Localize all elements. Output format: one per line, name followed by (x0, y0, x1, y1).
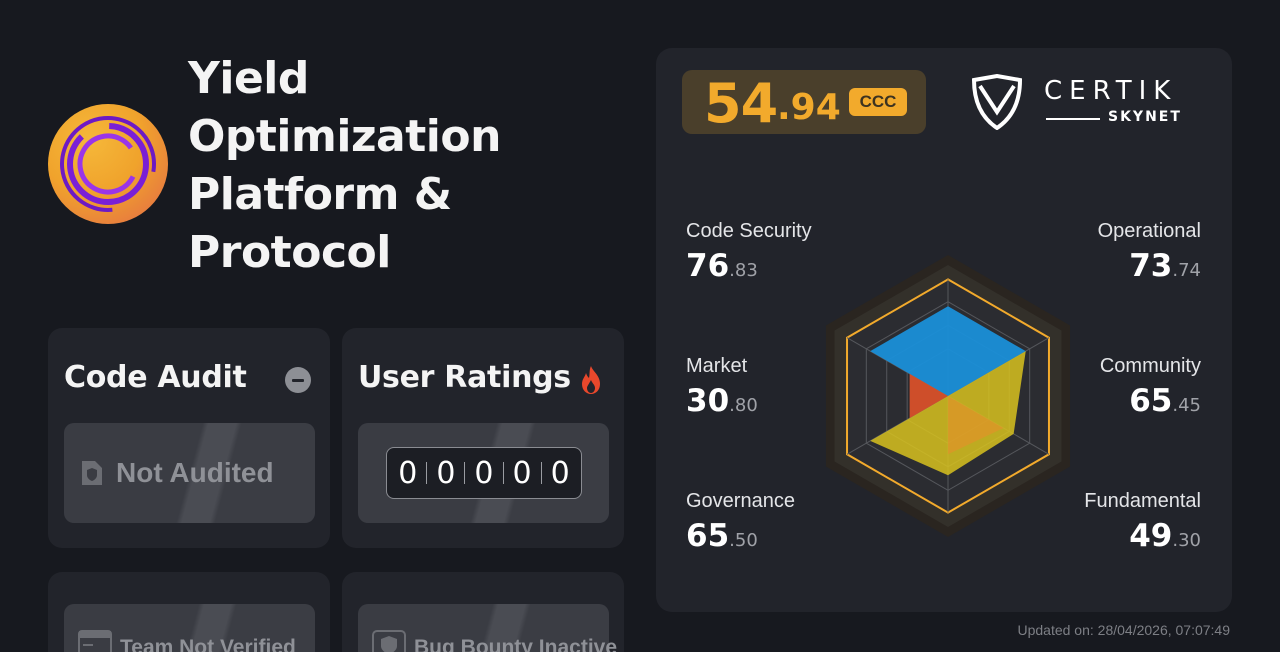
ratings-panel: 0 0 0 0 0 (358, 423, 609, 523)
radar-area-overlap (948, 396, 1004, 455)
bounty-card: Bug Bounty Inactive (342, 572, 624, 652)
swirl-icon (60, 116, 156, 212)
certik-shield-icon (971, 74, 1023, 130)
fire-icon (582, 366, 600, 394)
metric-value-code-security: 76.83 (686, 248, 758, 284)
team-card: Team Not Verified (48, 572, 330, 652)
metric-label-market: Market (686, 355, 748, 377)
updated-timestamp: Updated on: 28/04/2026, 07:07:49 (1017, 622, 1230, 638)
document-shield-icon (82, 461, 102, 485)
user-ratings-title: User Ratings (358, 360, 571, 395)
project-title-line: Optimization (188, 111, 501, 162)
project-title-line: Yield (188, 53, 309, 104)
metric-dec: .83 (729, 260, 758, 281)
counter-divider (540, 462, 542, 484)
metric-label-fundamental: Fundamental (1084, 490, 1201, 512)
counter-digit: 0 (436, 455, 456, 491)
score-radar-chart (825, 255, 1071, 537)
metric-int: 76 (686, 248, 730, 284)
brand-divider (1046, 118, 1100, 120)
project-title-line: Platform & (188, 169, 452, 220)
security-score-badge: 54 .94 CCC (682, 70, 926, 135)
radar-axis-line (947, 337, 1050, 397)
metric-int: 65 (1129, 383, 1173, 419)
grade-badge: CCC (849, 88, 907, 116)
metric-int: 49 (1129, 518, 1173, 554)
shield-lock-icon (372, 630, 406, 652)
metric-label-community: Community (1099, 355, 1201, 377)
bounty-status-panel: Bug Bounty Inactive (358, 604, 617, 652)
metric-dec: .80 (729, 395, 758, 416)
ratings-counter: 0 0 0 0 0 (386, 447, 582, 499)
audit-status-panel: Not Audited (64, 423, 315, 523)
metric-label-governance: Governance (686, 490, 795, 512)
project-title-line: Protocol (188, 227, 391, 278)
counter-digit: 0 (512, 455, 532, 491)
radar-axis-line (846, 337, 949, 397)
project-logo (48, 104, 168, 224)
score-decimal: .94 (777, 87, 841, 128)
metric-int: 65 (686, 518, 730, 554)
metric-label-operational: Operational (1097, 220, 1201, 242)
security-score-panel: 54 .94 CCC CERTIK SKYNET Code Security 7… (656, 48, 1232, 612)
code-audit-card: Code Audit Not Audited (48, 328, 330, 548)
team-status-text: Team Not Verified (120, 636, 296, 652)
metric-int: 30 (686, 383, 730, 419)
radar-area-security (870, 306, 1026, 396)
minus-circle-icon[interactable] (285, 367, 311, 393)
code-audit-title: Code Audit (64, 360, 247, 395)
project-title: Yield Optimization Platform & Protocol (188, 50, 608, 282)
metric-dec: .74 (1172, 260, 1201, 281)
counter-divider (502, 462, 504, 484)
counter-divider (464, 462, 466, 484)
audit-status-text: Not Audited (116, 457, 274, 488)
metric-dec: .45 (1172, 395, 1201, 416)
team-status-panel: Team Not Verified (64, 604, 315, 652)
id-card-icon (78, 630, 112, 652)
metric-int: 73 (1129, 248, 1173, 284)
brand-name: CERTIK (1044, 76, 1178, 106)
metric-value-governance: 65.50 (686, 518, 758, 554)
metric-value-operational: 73.74 (1129, 248, 1201, 284)
metric-dec: .50 (729, 530, 758, 551)
counter-digit: 0 (550, 455, 570, 491)
metric-dec: .30 (1172, 530, 1201, 551)
radar-area-market (909, 373, 948, 419)
bounty-status-text: Bug Bounty Inactive (414, 636, 618, 652)
user-ratings-card: User Ratings 0 0 0 0 0 (342, 328, 624, 548)
metric-value-market: 30.80 (686, 383, 758, 419)
metric-label-code-security: Code Security (686, 220, 812, 242)
radar-axis-line (846, 395, 949, 455)
metric-value-community: 65.45 (1129, 383, 1201, 419)
counter-digit: 0 (398, 455, 418, 491)
counter-divider (426, 462, 428, 484)
brand-sub: SKYNET (1108, 109, 1182, 125)
counter-digit: 0 (474, 455, 494, 491)
score-integer: 54 (704, 72, 778, 135)
metric-value-fundamental: 49.30 (1129, 518, 1201, 554)
